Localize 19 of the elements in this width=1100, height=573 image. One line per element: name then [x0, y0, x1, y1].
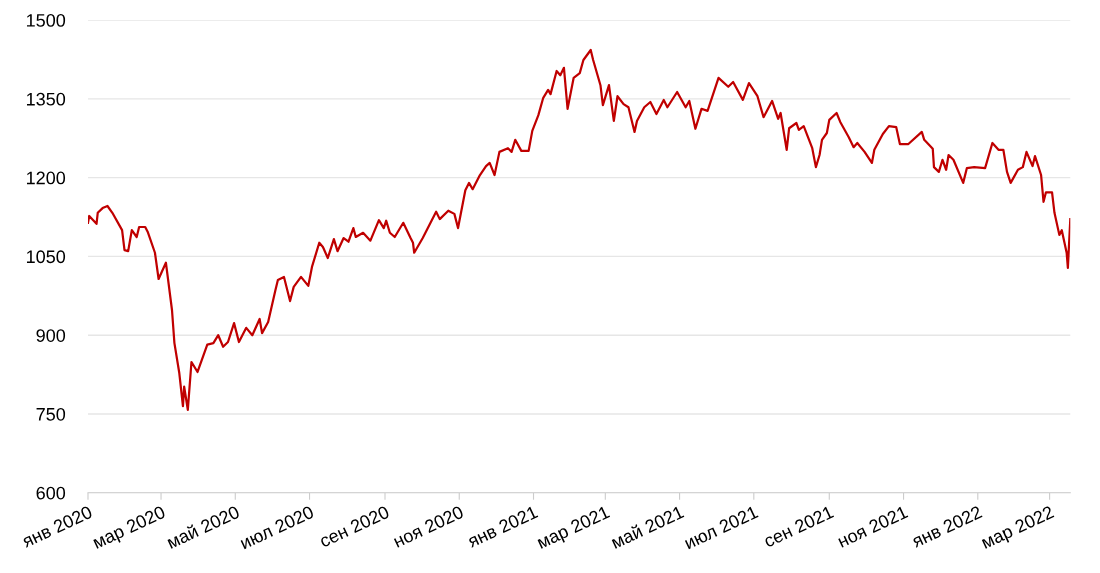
y-tick-label: 1500	[26, 13, 66, 27]
line-series	[88, 48, 1071, 411]
x-tick-label: янв 2022	[910, 505, 983, 549]
y-tick-label: 1350	[26, 92, 66, 106]
y-tick-label: 900	[36, 329, 66, 342]
y-tick-label: 1050	[26, 250, 66, 264]
x-tick-label: май 2020	[165, 504, 241, 549]
y-tick-label: 750	[36, 407, 66, 421]
x-tick-label: мар 2020	[91, 505, 168, 553]
x-tick-label: июл 2021	[683, 505, 759, 550]
x-tick-label: июл 2020	[239, 505, 315, 550]
x-tick-label: ноя 2020	[392, 505, 465, 548]
x-tick-label: янв 2020	[20, 505, 93, 549]
x-tick-label: сен 2021	[762, 505, 835, 548]
y-tick-label: 1200	[26, 171, 66, 185]
y-tick-label: 600	[36, 486, 66, 500]
x-tick-label: май 2021	[610, 504, 685, 549]
x-tick-label: ноя 2021	[836, 505, 909, 548]
x-tick-label: сен 2020	[318, 505, 390, 548]
